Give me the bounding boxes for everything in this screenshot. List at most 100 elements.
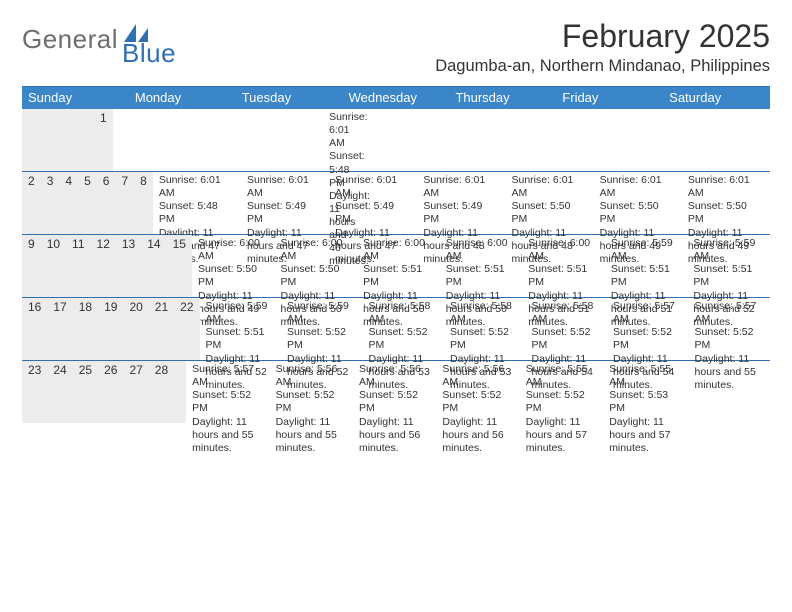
sunrise-text: Sunrise: 5:58 AM bbox=[532, 300, 602, 326]
sunset-text: Sunset: 5:52 PM bbox=[276, 389, 347, 415]
header: General Blue February 2025 Dagumba-an, N… bbox=[22, 18, 770, 76]
day-number: 27 bbox=[123, 361, 148, 378]
day-number: 16 bbox=[22, 298, 47, 315]
day-number: 17 bbox=[47, 298, 72, 315]
location-subtitle: Dagumba-an, Northern Mindanao, Philippin… bbox=[435, 57, 770, 76]
day-details: Sunrise: 6:00 AMSunset: 5:51 PMDaylight:… bbox=[440, 235, 523, 297]
day-number: 28 bbox=[149, 361, 174, 378]
day-details: Sunrise: 5:59 AMSunset: 5:51 PMDaylight:… bbox=[687, 235, 770, 297]
sunset-text: Sunset: 5:53 PM bbox=[609, 389, 680, 415]
weekday-header: Sunday bbox=[22, 87, 129, 109]
day-number bbox=[22, 109, 34, 126]
day-number: 2 bbox=[22, 172, 41, 189]
day-number: 13 bbox=[116, 235, 141, 252]
sunrise-text: Sunrise: 5:55 AM bbox=[526, 363, 597, 389]
details-row: Sunrise: 5:59 AMSunset: 5:51 PMDaylight:… bbox=[200, 298, 770, 360]
weekday-header: Tuesday bbox=[236, 87, 343, 109]
sunset-text: Sunset: 5:51 PM bbox=[446, 263, 517, 289]
day-number: 18 bbox=[73, 298, 98, 315]
sunrise-text: Sunrise: 6:00 AM bbox=[528, 237, 599, 263]
details-row: Sunrise: 6:01 AMSunset: 5:48 PMDaylight:… bbox=[113, 109, 358, 171]
daylight-text: Daylight: 11 hours and 56 minutes. bbox=[442, 416, 513, 455]
calendar-week: 9101112131415Sunrise: 6:00 AMSunset: 5:5… bbox=[22, 234, 770, 297]
day-details: Sunrise: 5:56 AMSunset: 5:52 PMDaylight:… bbox=[353, 361, 436, 423]
day-number bbox=[46, 109, 58, 126]
calendar-week: 2345678Sunrise: 6:01 AMSunset: 5:48 PMDa… bbox=[22, 171, 770, 234]
title-block: February 2025 Dagumba-an, Northern Minda… bbox=[435, 18, 770, 76]
weekday-header: Friday bbox=[556, 87, 663, 109]
day-number: 22 bbox=[174, 298, 199, 315]
day-details bbox=[113, 109, 148, 171]
sunrise-text: Sunrise: 6:01 AM bbox=[159, 174, 235, 200]
daynum-row: 2345678 bbox=[22, 172, 153, 234]
sunset-text: Sunset: 5:50 PM bbox=[281, 263, 352, 289]
day-details: Sunrise: 5:56 AMSunset: 5:52 PMDaylight:… bbox=[436, 361, 519, 423]
sunset-text: Sunset: 5:50 PM bbox=[512, 200, 588, 226]
day-number: 25 bbox=[73, 361, 98, 378]
day-details: Sunrise: 6:01 AMSunset: 5:50 PMDaylight:… bbox=[682, 172, 770, 234]
details-row: Sunrise: 6:00 AMSunset: 5:50 PMDaylight:… bbox=[192, 235, 770, 297]
sunrise-text: Sunrise: 6:01 AM bbox=[600, 174, 676, 200]
sunrise-text: Sunrise: 5:59 AM bbox=[206, 300, 276, 326]
sunrise-text: Sunrise: 5:56 AM bbox=[442, 363, 513, 389]
day-details: Sunrise: 6:01 AMSunset: 5:49 PMDaylight:… bbox=[417, 172, 505, 234]
month-title: February 2025 bbox=[435, 18, 770, 55]
sunset-text: Sunset: 5:52 PM bbox=[532, 326, 602, 352]
calendar: Sunday Monday Tuesday Wednesday Thursday… bbox=[22, 86, 770, 423]
day-details: Sunrise: 6:00 AMSunset: 5:51 PMDaylight:… bbox=[357, 235, 440, 297]
sunrise-text: Sunrise: 6:01 AM bbox=[329, 111, 352, 150]
sunrise-text: Sunrise: 6:00 AM bbox=[281, 237, 352, 263]
details-row: Sunrise: 5:57 AMSunset: 5:52 PMDaylight:… bbox=[186, 361, 770, 423]
day-details: Sunrise: 6:01 AMSunset: 5:49 PMDaylight:… bbox=[329, 172, 417, 234]
sunset-text: Sunset: 5:52 PM bbox=[369, 326, 439, 352]
daylight-text: Daylight: 11 hours and 55 minutes. bbox=[192, 416, 263, 455]
sunrise-text: Sunrise: 5:57 AM bbox=[613, 300, 683, 326]
day-number: 4 bbox=[59, 172, 78, 189]
sunrise-text: Sunrise: 6:01 AM bbox=[423, 174, 499, 200]
day-details bbox=[687, 361, 770, 423]
day-number: 11 bbox=[66, 235, 90, 252]
sunset-text: Sunset: 5:52 PM bbox=[695, 326, 765, 352]
sunset-text: Sunset: 5:50 PM bbox=[688, 200, 764, 226]
day-number: 14 bbox=[141, 235, 166, 252]
day-number: 6 bbox=[97, 172, 116, 189]
day-number: 23 bbox=[22, 361, 47, 378]
brand-text-general: General bbox=[22, 24, 118, 55]
day-number: 10 bbox=[41, 235, 66, 252]
day-number bbox=[70, 109, 82, 126]
sunset-text: Sunset: 5:49 PM bbox=[423, 200, 499, 226]
sunrise-text: Sunrise: 5:57 AM bbox=[192, 363, 263, 389]
sunrise-text: Sunrise: 5:56 AM bbox=[276, 363, 347, 389]
weeks-container: 1 Sunrise: 6:01 AMSunset: 5:48 PMDaylight… bbox=[22, 109, 770, 423]
day-details bbox=[218, 109, 253, 171]
sunrise-text: Sunrise: 6:01 AM bbox=[688, 174, 764, 200]
day-details: Sunrise: 5:57 AMSunset: 5:52 PMDaylight:… bbox=[607, 298, 689, 360]
sunrise-text: Sunrise: 6:01 AM bbox=[335, 174, 411, 200]
sunset-text: Sunset: 5:51 PM bbox=[206, 326, 276, 352]
day-number: 19 bbox=[98, 298, 123, 315]
day-details: Sunrise: 6:00 AMSunset: 5:50 PMDaylight:… bbox=[275, 235, 358, 297]
sunrise-text: Sunrise: 5:58 AM bbox=[369, 300, 439, 326]
sunset-text: Sunset: 5:51 PM bbox=[611, 263, 682, 289]
day-details: Sunrise: 6:01 AMSunset: 5:48 PMDaylight:… bbox=[323, 109, 358, 171]
weekday-header: Saturday bbox=[663, 87, 770, 109]
day-details: Sunrise: 5:59 AMSunset: 5:51 PMDaylight:… bbox=[605, 235, 688, 297]
day-number: 1 bbox=[94, 109, 113, 126]
daylight-text: Daylight: 11 hours and 56 minutes. bbox=[359, 416, 430, 455]
sunset-text: Sunset: 5:51 PM bbox=[528, 263, 599, 289]
daynum-row: 9101112131415 bbox=[22, 235, 192, 297]
day-details bbox=[148, 109, 183, 171]
sunset-text: Sunset: 5:49 PM bbox=[247, 200, 323, 226]
sunrise-text: Sunrise: 5:55 AM bbox=[609, 363, 680, 389]
sunset-text: Sunset: 5:49 PM bbox=[335, 200, 411, 226]
sunrise-text: Sunrise: 6:00 AM bbox=[363, 237, 434, 263]
sunrise-text: Sunrise: 5:59 AM bbox=[693, 237, 764, 263]
day-number bbox=[82, 109, 94, 126]
day-details: Sunrise: 5:58 AMSunset: 5:52 PMDaylight:… bbox=[363, 298, 445, 360]
day-number: 26 bbox=[98, 361, 123, 378]
calendar-week: 1 Sunrise: 6:01 AMSunset: 5:48 PMDaylight… bbox=[22, 109, 770, 171]
day-number: 12 bbox=[91, 235, 116, 252]
day-details: Sunrise: 5:56 AMSunset: 5:52 PMDaylight:… bbox=[270, 361, 353, 423]
weekday-header-row: Sunday Monday Tuesday Wednesday Thursday… bbox=[22, 87, 770, 109]
sunrise-text: Sunrise: 6:00 AM bbox=[198, 237, 269, 263]
